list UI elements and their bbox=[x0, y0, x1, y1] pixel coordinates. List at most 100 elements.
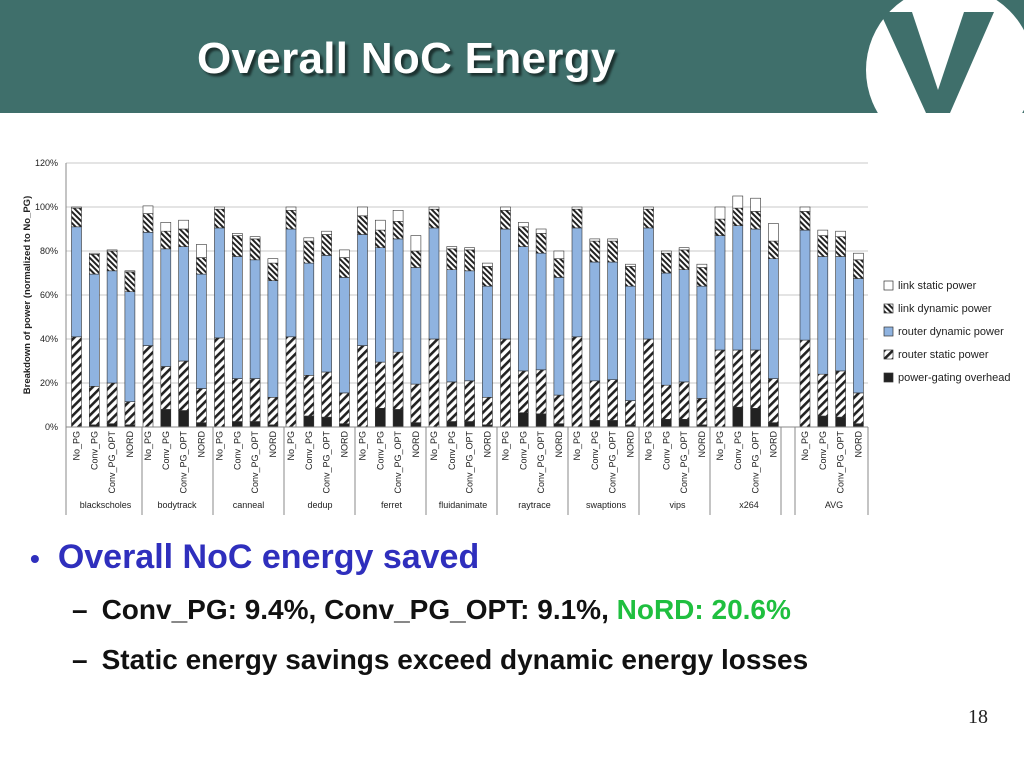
bar-segment bbox=[357, 206, 368, 217]
bar-segment bbox=[835, 230, 846, 237]
bar-segment bbox=[303, 374, 315, 417]
bar-segment bbox=[428, 206, 440, 210]
bar-segment bbox=[799, 229, 811, 341]
bar-segment bbox=[106, 270, 118, 384]
bar-segment bbox=[321, 230, 332, 235]
bar-segment bbox=[750, 211, 761, 230]
bar-segment bbox=[214, 227, 225, 339]
bar-segment bbox=[178, 410, 189, 428]
bar-segment bbox=[214, 206, 225, 210]
x-tick-label: Conv_PG_OPT bbox=[465, 431, 475, 494]
sub-bullet-savings: – Conv_PG: 9.4%, Conv_PG_OPT: 9.1%, NoRD:… bbox=[72, 594, 791, 626]
x-tick-label: Conv_PG_OPT bbox=[393, 431, 403, 494]
bar-segment bbox=[643, 208, 654, 229]
bar-segment bbox=[410, 267, 422, 385]
x-tick-label: No_PG bbox=[215, 431, 225, 461]
bar-segment bbox=[160, 248, 172, 367]
slide-title: Overall NoC Energy bbox=[197, 34, 616, 83]
bar-segment bbox=[589, 261, 601, 382]
bar-segment bbox=[535, 369, 547, 415]
bar-segment bbox=[142, 205, 154, 214]
bar-segment bbox=[285, 206, 297, 211]
bar-segment bbox=[392, 238, 404, 353]
bar-segment bbox=[696, 398, 708, 426]
bar-segment bbox=[553, 258, 565, 278]
x-tick-label: Conv_PG_OPT bbox=[536, 431, 546, 494]
category-label: AVG bbox=[825, 500, 843, 510]
bar-segment bbox=[374, 407, 386, 428]
x-tick-label: Conv_PG_OPT bbox=[107, 431, 117, 494]
x-tick-label: NORD bbox=[339, 431, 349, 458]
x-tick-label: Conv_PG bbox=[518, 431, 528, 470]
x-tick-label: Conv_PG_OPT bbox=[250, 431, 260, 494]
bar-segment bbox=[267, 280, 279, 398]
bar-segment bbox=[178, 228, 189, 247]
bar-segment bbox=[732, 225, 744, 351]
bar-segment bbox=[71, 226, 82, 338]
y-tick-label: 20% bbox=[40, 378, 58, 388]
x-tick-label: No_PG bbox=[143, 431, 153, 461]
logo-v-icon bbox=[866, 0, 1024, 113]
bar-segment bbox=[500, 228, 511, 340]
bar-segment bbox=[357, 215, 368, 235]
y-tick-label: 120% bbox=[35, 158, 58, 168]
bar-segment bbox=[817, 235, 829, 257]
bar-segment bbox=[106, 250, 118, 272]
bar-segment bbox=[500, 210, 511, 230]
x-tick-label: Conv_PG_OPT bbox=[608, 431, 618, 494]
bar-segment bbox=[267, 258, 279, 264]
category-label: x264 bbox=[739, 500, 759, 510]
bar-segment bbox=[482, 266, 493, 287]
category-label: bodytrack bbox=[157, 500, 197, 510]
bar-segment bbox=[321, 255, 332, 373]
bullet-dot: • bbox=[30, 543, 40, 574]
bar-segment bbox=[589, 380, 601, 421]
bar-segment bbox=[428, 227, 440, 340]
x-tick-label: Conv_PG bbox=[733, 431, 743, 470]
bar-segment bbox=[410, 250, 422, 268]
sub-bullet-dash: – bbox=[72, 644, 88, 675]
bar-segment bbox=[142, 213, 154, 233]
bar-segment bbox=[232, 378, 243, 422]
bar-segment bbox=[303, 262, 315, 376]
bar-segment bbox=[835, 236, 846, 257]
bar-segment bbox=[142, 345, 154, 428]
x-tick-label: Conv_PG bbox=[161, 431, 171, 470]
bar-segment bbox=[835, 370, 846, 418]
bar-segment bbox=[768, 422, 779, 428]
x-tick-label: NORD bbox=[554, 431, 564, 458]
bar-segment bbox=[625, 400, 636, 426]
bar-segment bbox=[643, 338, 654, 428]
energy-chart: 0% 20% 40% 60% 80% 100% 120% Breakdown of power… bbox=[0, 113, 1024, 523]
x-tick-label: No_PG bbox=[800, 431, 810, 461]
bar-segment bbox=[196, 244, 207, 258]
bar-segment bbox=[142, 232, 154, 346]
bar-segment bbox=[678, 249, 690, 270]
y-tick-label: 80% bbox=[40, 246, 58, 256]
bar-segment bbox=[732, 195, 744, 209]
bar-segment bbox=[196, 273, 207, 389]
bar-segment bbox=[428, 208, 440, 229]
x-tick-label: No_PG bbox=[72, 431, 82, 461]
bar-segment bbox=[517, 412, 529, 428]
bar-segment bbox=[446, 269, 458, 383]
x-tick-label: No_PG bbox=[715, 431, 725, 461]
bar-segment bbox=[799, 206, 811, 212]
bar-segment bbox=[285, 336, 297, 428]
bar-segment bbox=[321, 416, 332, 428]
bar-segment bbox=[571, 227, 583, 338]
bar-segment bbox=[750, 407, 761, 428]
x-tick-label: NORD bbox=[125, 431, 135, 458]
x-tick-label: NORD bbox=[853, 431, 863, 458]
bar-segment bbox=[853, 392, 864, 424]
bar-segment bbox=[410, 383, 422, 423]
bar-segment bbox=[571, 208, 583, 229]
bar-segment bbox=[249, 259, 261, 379]
bar-segment bbox=[625, 263, 636, 267]
bar-segment bbox=[660, 250, 672, 254]
bar-segment bbox=[768, 223, 779, 242]
bar-segment bbox=[232, 235, 243, 257]
bar-segment bbox=[799, 211, 811, 231]
bar-segment bbox=[303, 240, 315, 264]
bar-segment bbox=[678, 269, 690, 383]
